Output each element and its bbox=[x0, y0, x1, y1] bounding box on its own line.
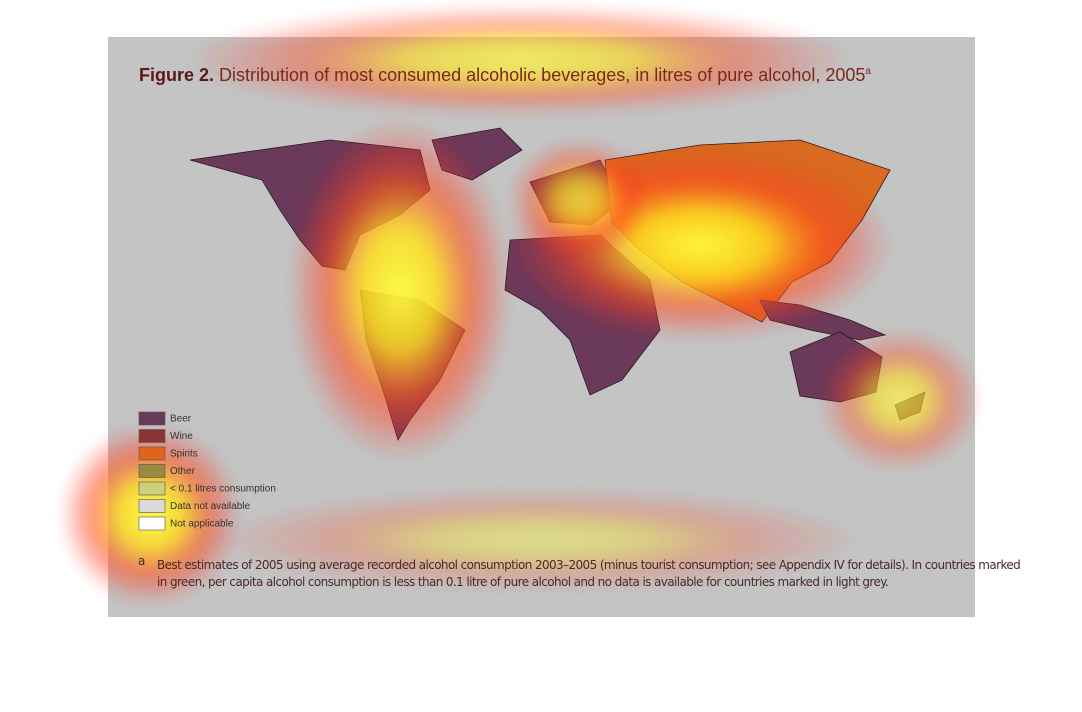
legend-label: Other bbox=[170, 466, 196, 477]
legend-label: Spirits bbox=[170, 449, 198, 460]
legend-swatch bbox=[138, 516, 166, 531]
legend: Beer Wine Spirits Other < 0.1 litres consump… bbox=[138, 411, 276, 531]
legend-swatch bbox=[138, 429, 166, 443]
figure-label: Figure 2. bbox=[139, 65, 214, 85]
title-text: Distribution of most consumed alcoholic … bbox=[219, 65, 865, 85]
legend-swatch bbox=[138, 499, 166, 513]
legend-swatch bbox=[138, 481, 166, 496]
legend-label: < 0.1 litres consumption bbox=[170, 484, 276, 495]
footnote-line: Best estimates of 2005 using average rec… bbox=[157, 558, 1020, 572]
legend-swatch bbox=[138, 411, 166, 426]
heat-overlay bbox=[60, 5, 980, 605]
footnote-marker: a bbox=[138, 554, 145, 568]
figure-title: Figure 2. Distribution of most consumed … bbox=[139, 65, 871, 85]
footnote-line: in green, per capita alcohol consumption… bbox=[157, 575, 888, 589]
legend-swatch bbox=[138, 464, 166, 478]
legend-label: Wine bbox=[170, 431, 193, 442]
legend-label: Data not available bbox=[170, 501, 250, 512]
legend-swatch bbox=[138, 446, 166, 461]
title-marker: a bbox=[865, 66, 871, 77]
legend-label: Beer bbox=[170, 414, 192, 425]
legend-label: Not applicable bbox=[170, 519, 234, 530]
